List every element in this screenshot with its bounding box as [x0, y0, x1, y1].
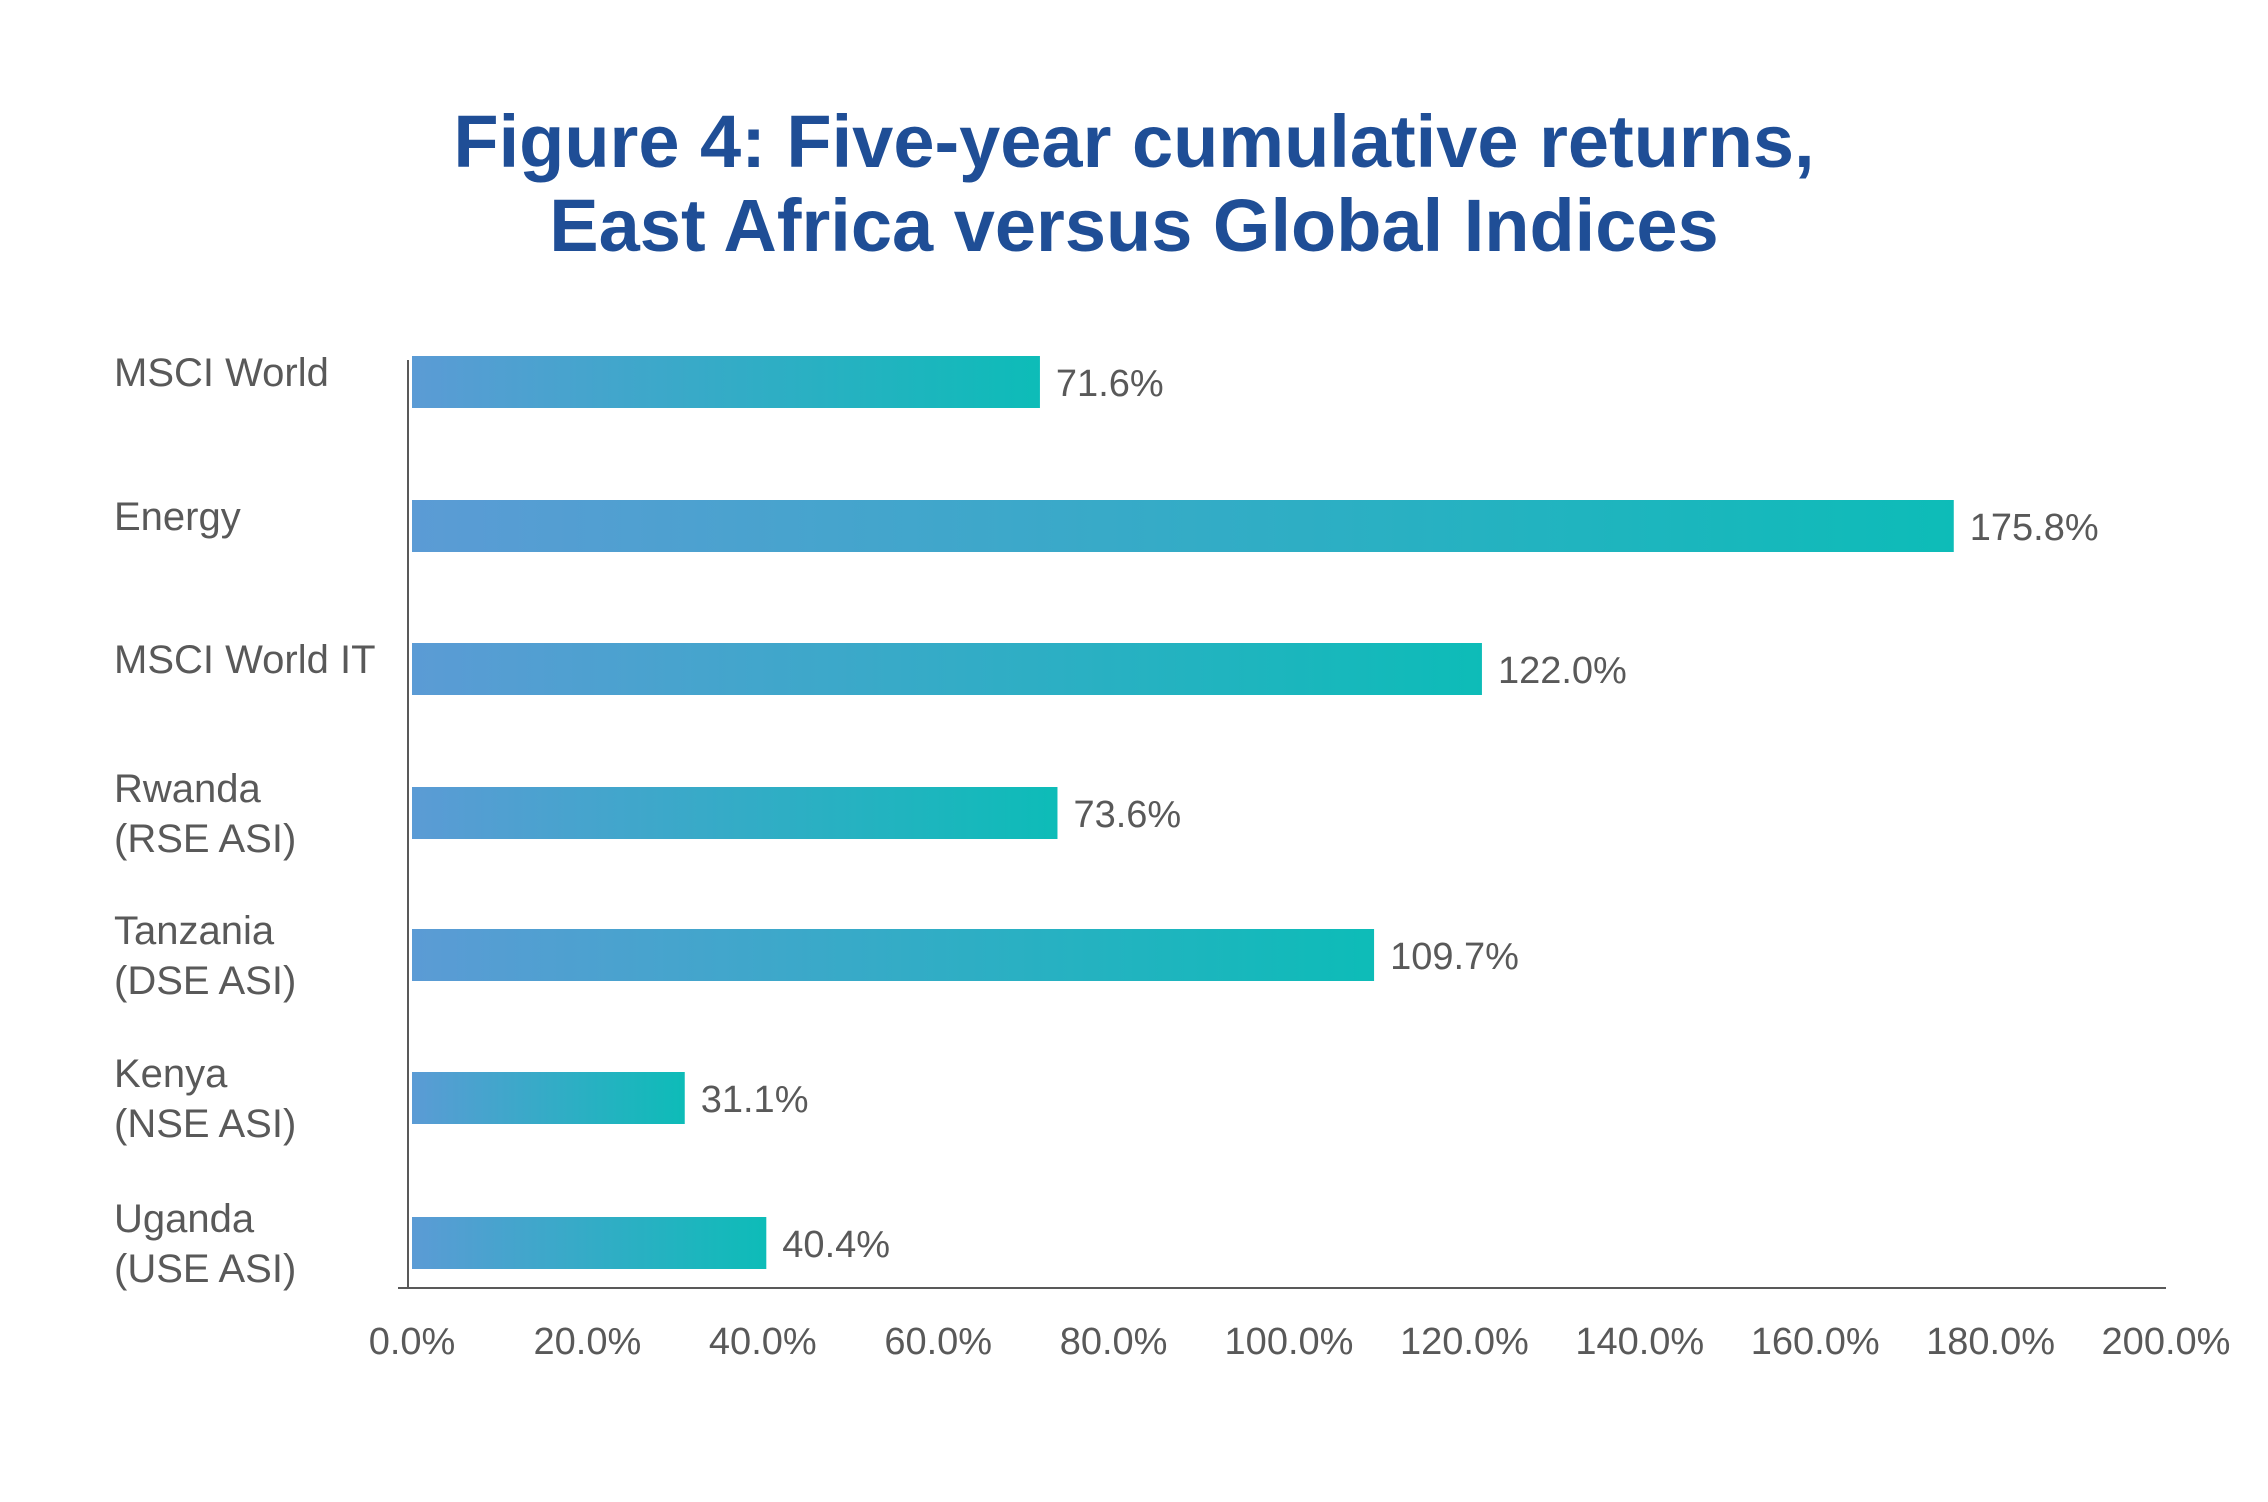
- x-tick-label: 60.0%: [884, 1321, 992, 1363]
- x-tick-label: 100.0%: [1225, 1321, 1354, 1363]
- x-tick-label: 120.0%: [1400, 1321, 1529, 1363]
- category-label: Energy: [114, 495, 241, 539]
- category-label: Rwanda: [114, 767, 262, 811]
- x-tick-label: 180.0%: [1926, 1321, 2055, 1363]
- bar: [412, 787, 1058, 839]
- chart-title-line-2: East Africa versus Global Indices: [549, 184, 1719, 267]
- bar: [412, 929, 1375, 981]
- category-label: (NSE ASI): [114, 1102, 296, 1146]
- bar-value-label: 122.0%: [1498, 650, 1627, 692]
- category-label: (USE ASI): [114, 1247, 296, 1291]
- x-tick-label: 20.0%: [534, 1321, 642, 1363]
- chart-title-line-1: Figure 4: Five-year cumulative returns,: [453, 100, 1815, 183]
- bar-value-label: 73.6%: [1073, 794, 1181, 836]
- category-label: Uganda: [114, 1197, 255, 1241]
- bar-value-label: 40.4%: [782, 1224, 890, 1266]
- x-tick-label: 160.0%: [1751, 1321, 1880, 1363]
- category-label: MSCI World: [114, 351, 329, 395]
- category-label: (DSE ASI): [114, 959, 296, 1003]
- chart-title: Figure 4: Five-year cumulative returns, …: [0, 100, 2268, 268]
- x-tick-label: 140.0%: [1575, 1321, 1704, 1363]
- bar: [412, 356, 1040, 408]
- bar-value-label: 109.7%: [1390, 936, 1519, 978]
- category-label: Tanzania: [114, 909, 275, 953]
- x-tick-label: 0.0%: [369, 1321, 456, 1363]
- bar-value-label: 71.6%: [1056, 363, 1164, 405]
- bar: [412, 1072, 685, 1124]
- x-tick-label: 200.0%: [2102, 1321, 2231, 1363]
- category-label: Kenya: [114, 1052, 228, 1096]
- x-tick-label: 40.0%: [709, 1321, 817, 1363]
- category-label: MSCI World IT: [114, 638, 376, 682]
- bar: [412, 1217, 767, 1269]
- bar: [412, 500, 1954, 552]
- bar: [412, 643, 1482, 695]
- bar-value-label: 31.1%: [701, 1079, 809, 1121]
- category-label: (RSE ASI): [114, 817, 296, 861]
- bar-value-label: 175.8%: [1970, 507, 2099, 549]
- x-tick-label: 80.0%: [1060, 1321, 1168, 1363]
